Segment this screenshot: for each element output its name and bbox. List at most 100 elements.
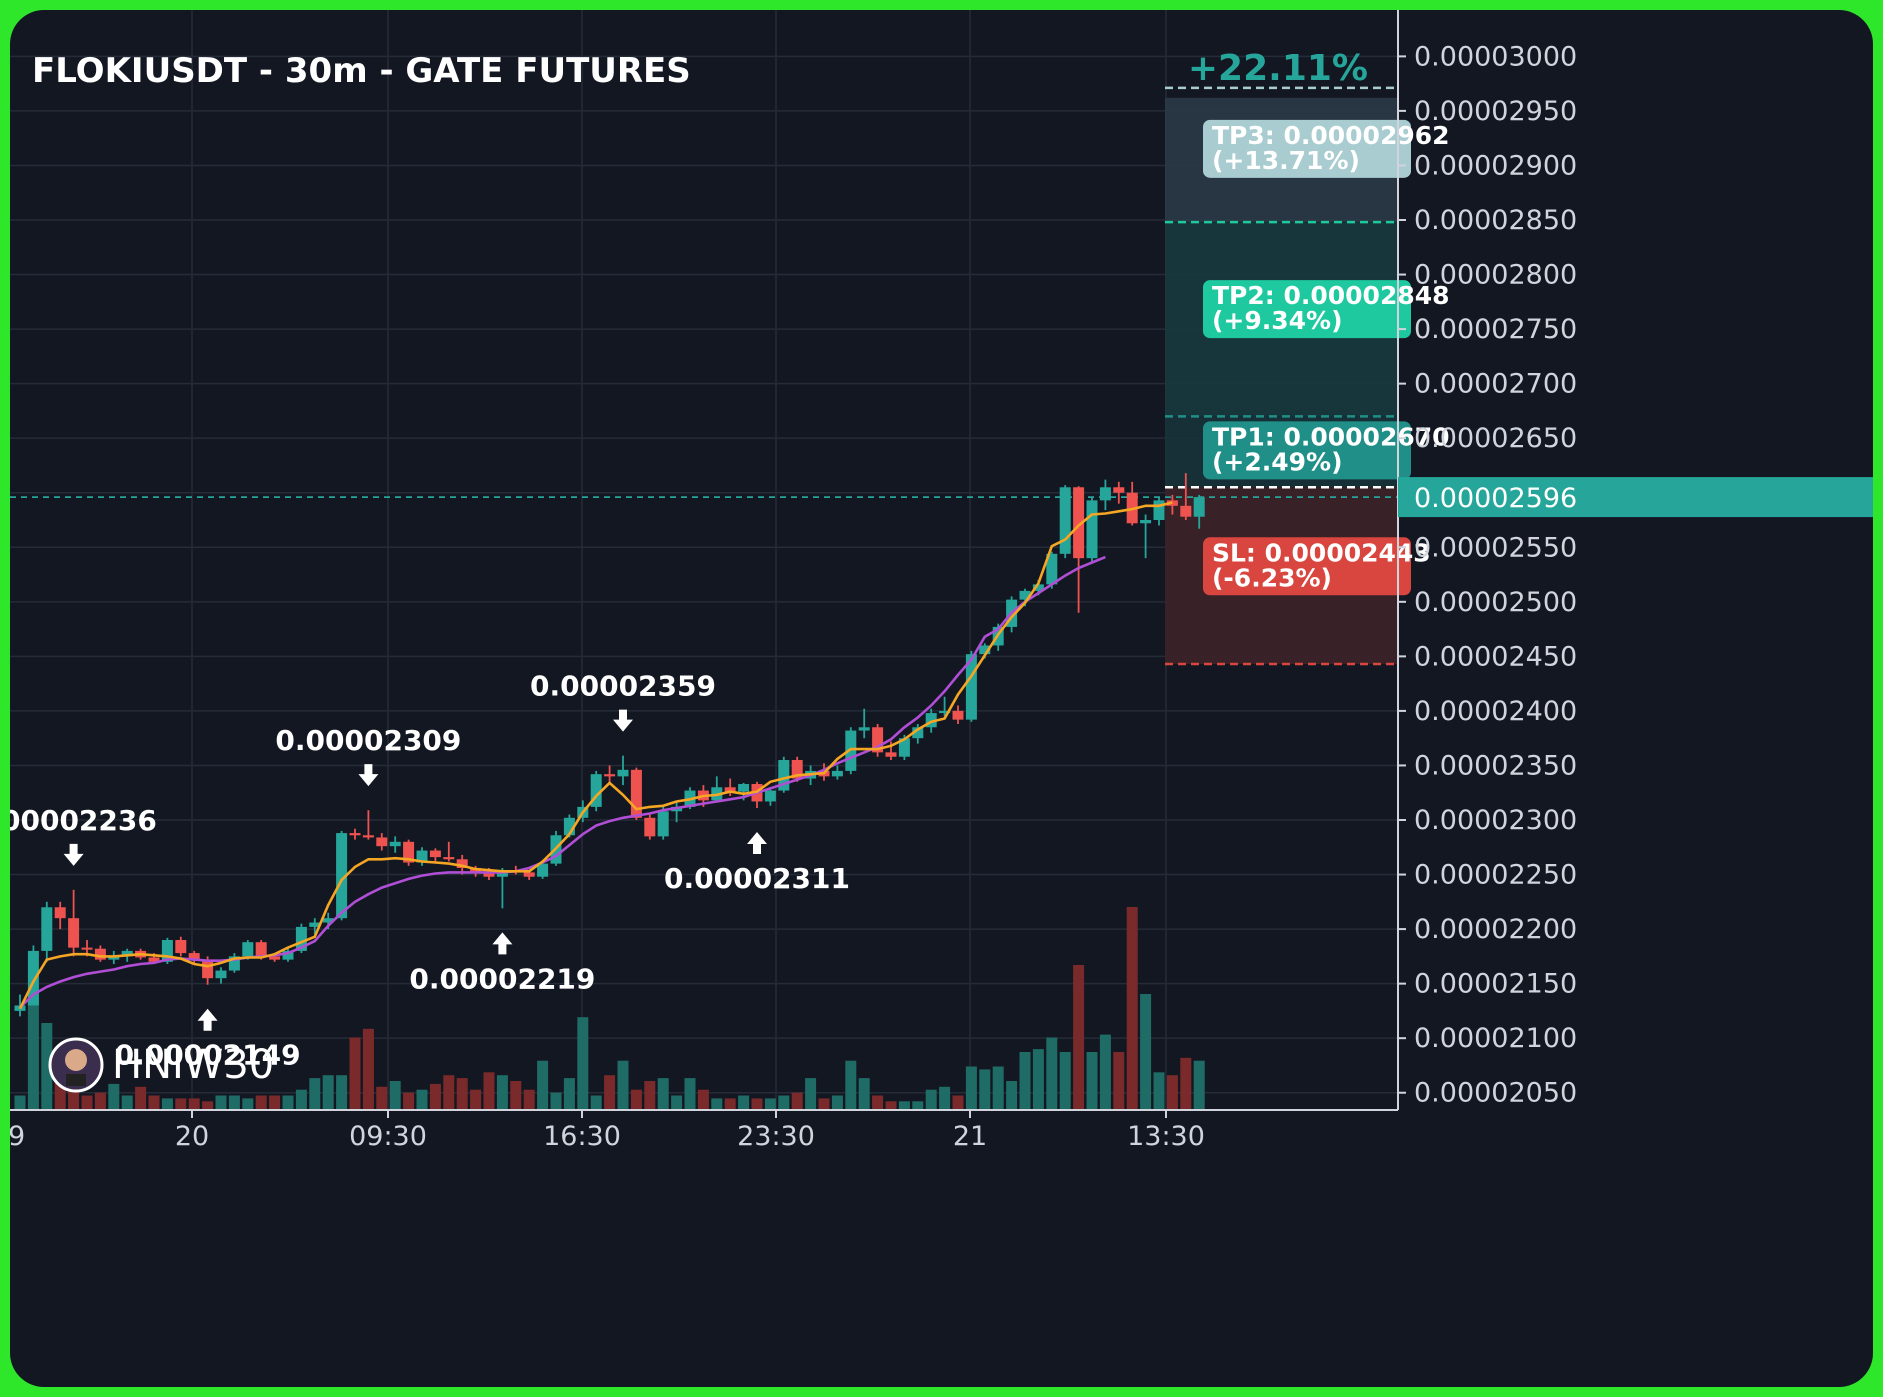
candle-body	[282, 950, 294, 960]
y-tick-label: 0.00002050	[1414, 1078, 1577, 1109]
volume-bar	[242, 1098, 254, 1110]
candle-body	[161, 940, 173, 962]
price-annotation: 0.00002149	[115, 1039, 301, 1072]
x-tick-label: 09:30	[349, 1121, 427, 1152]
volume-bar	[979, 1069, 991, 1110]
candle-body	[1019, 590, 1031, 600]
volume-bar	[738, 1095, 750, 1110]
volume-bar	[496, 1075, 508, 1110]
volume-bar	[1180, 1057, 1192, 1110]
volume-bar	[617, 1060, 629, 1110]
volume-bar	[697, 1089, 709, 1110]
y-tick-label: 0.00002500	[1414, 587, 1577, 618]
volume-bar	[898, 1101, 910, 1110]
candle-body	[255, 942, 267, 957]
y-tick-label: 0.00003000	[1414, 41, 1577, 72]
candle-body	[68, 918, 80, 948]
volume-bar	[403, 1092, 415, 1110]
avatar-body-icon	[66, 1074, 86, 1086]
candle-body	[188, 953, 200, 960]
price-annotation: .00002236	[10, 804, 157, 837]
candle-body	[1180, 505, 1192, 517]
last-price-tag	[1398, 477, 1873, 518]
candle-body	[925, 713, 937, 728]
tp3-label-box	[1203, 119, 1411, 178]
volume-bar	[1032, 1049, 1044, 1110]
candle-body	[791, 760, 803, 779]
y-tick-label: 0.00002850	[1414, 205, 1577, 236]
candle-body	[630, 769, 642, 818]
volume-bar	[1059, 1052, 1071, 1110]
arrow-down-icon	[613, 709, 633, 732]
x-tick-label: 23:30	[737, 1121, 815, 1152]
volume-bar	[831, 1095, 843, 1110]
volume-bar	[550, 1092, 562, 1110]
candle-body	[403, 841, 415, 863]
volume-bar	[269, 1095, 281, 1110]
candle-body	[1073, 487, 1085, 559]
volume-bar	[322, 1075, 334, 1110]
candle-body	[108, 956, 120, 960]
volume-bar	[108, 1083, 120, 1110]
candle-body	[523, 872, 535, 877]
candle-body	[148, 957, 160, 962]
price-annotation: 0.00002311	[664, 862, 850, 895]
volume-bar	[1166, 1075, 1178, 1110]
y-tick-label: 0.00002300	[1414, 805, 1577, 836]
candlestick-chart[interactable]: +22.11% .000022360.000021490.000023090.0…	[10, 10, 1873, 1387]
avatar-face-icon	[65, 1049, 87, 1071]
volume-bar	[456, 1078, 468, 1110]
y-tick-label: 0.00002100	[1414, 1023, 1577, 1054]
candle-body	[202, 959, 214, 979]
candle-body	[54, 907, 66, 919]
volume-bar	[764, 1098, 776, 1110]
volume-bar	[510, 1081, 522, 1110]
x-tick-label: 20	[175, 1121, 209, 1152]
candle-body	[979, 645, 991, 655]
candle-body	[738, 784, 750, 792]
volume-bar	[577, 1017, 589, 1110]
candle-body	[121, 950, 133, 957]
volume-bar	[1193, 1060, 1205, 1110]
candle-body	[416, 850, 428, 863]
volume-bar	[791, 1092, 803, 1110]
candle-body	[912, 727, 924, 739]
candles	[14, 473, 1205, 1017]
volume-bar	[590, 1095, 602, 1110]
volume-bar	[711, 1098, 723, 1110]
candle-body	[81, 947, 93, 950]
candle-body	[242, 942, 254, 957]
candle-body	[952, 710, 964, 720]
candle-body	[778, 760, 790, 791]
position-tool[interactable]: +22.11%	[10, 48, 1398, 666]
volume-bar	[604, 1075, 616, 1110]
tp3-label-line1: TP3: 0.00002962	[1212, 121, 1450, 150]
volume-bar	[443, 1075, 455, 1110]
candle-body	[1099, 487, 1111, 501]
candle-body	[456, 859, 468, 868]
volume-bar	[41, 1023, 53, 1110]
volume-bar	[215, 1095, 227, 1110]
y-tick-label: 0.00002350	[1414, 750, 1577, 781]
volume-bars	[14, 907, 1205, 1110]
volume-bar	[255, 1095, 267, 1110]
y-tick-label: 0.00002400	[1414, 696, 1577, 727]
volume-bar	[939, 1086, 951, 1110]
volume-bar	[483, 1072, 495, 1110]
candle-body	[590, 774, 602, 807]
candle-body	[563, 817, 575, 836]
volume-bar	[1113, 1052, 1125, 1110]
volume-bar	[671, 1095, 683, 1110]
tp1-label-box	[1203, 421, 1411, 480]
candle-body	[965, 654, 977, 720]
volume-bar	[992, 1066, 1004, 1110]
y-tick-label: 0.00002750	[1414, 314, 1577, 345]
volume-bar	[376, 1086, 388, 1110]
volume-bar	[1153, 1072, 1165, 1110]
candle-body	[389, 841, 401, 847]
arrow-up-icon	[492, 932, 513, 955]
y-tick-label: 0.00002950	[1414, 96, 1577, 127]
tp2-label-line2: (+9.34%)	[1212, 306, 1343, 335]
candle-body	[483, 872, 495, 877]
target-labels: TP3: 0.00002962(+13.71%)TP2: 0.00002848(…	[1203, 119, 1450, 596]
